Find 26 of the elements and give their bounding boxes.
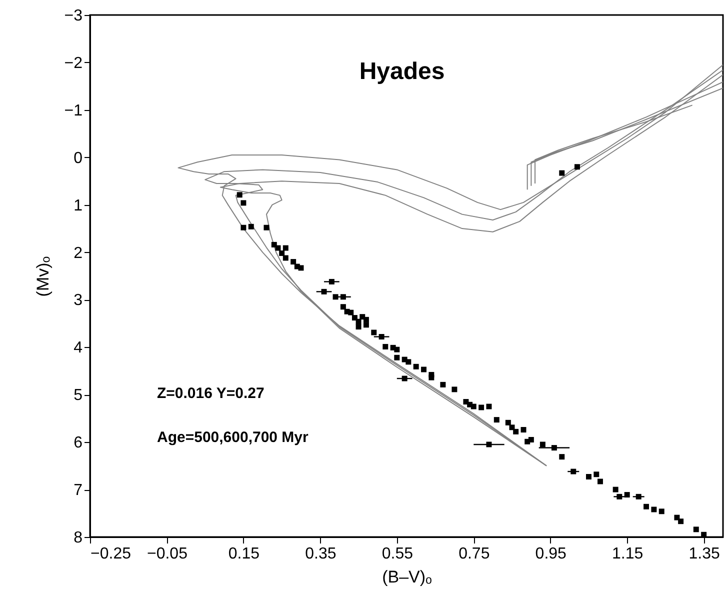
x-tick-label: 0.55 [382,546,414,562]
y-tick-label: 8 [74,530,83,546]
y-tick-label: 4 [74,340,83,357]
y-tick-label: −2 [64,54,83,72]
y-tick-label: −1 [64,102,83,120]
y-tick-label: 2 [74,244,83,262]
y-tick-label: 1 [74,197,83,214]
annotation: Z=0.016 Y=0.27 [157,385,264,402]
y-tick-label: 5 [74,387,83,404]
x-tick-label: 0.15 [228,546,260,562]
y-tick-label: 3 [74,292,83,310]
y-tick-label: 0 [74,150,83,167]
x-axis-title: (B–V)ₒ [382,568,432,586]
y-tick-label: 7 [74,482,83,500]
x-tick-label: −0.25 [90,546,132,562]
x-tick-label: 0.95 [535,546,567,562]
x-tick-label: −0.05 [146,546,188,562]
x-tick-label: 0.35 [305,546,336,562]
annotation: Age=500,600,700 Myr [157,429,309,446]
y-axis-title: (Mv)ₒ [33,256,52,297]
text: Hyades [359,58,445,85]
x-tick-label: 1.15 [612,546,644,562]
x-tick-label: 1.35 [688,546,720,562]
x-tick-label: 0.75 [458,546,490,562]
y-tick-label: 6 [74,434,83,452]
y-tick-label: −3 [64,8,83,24]
